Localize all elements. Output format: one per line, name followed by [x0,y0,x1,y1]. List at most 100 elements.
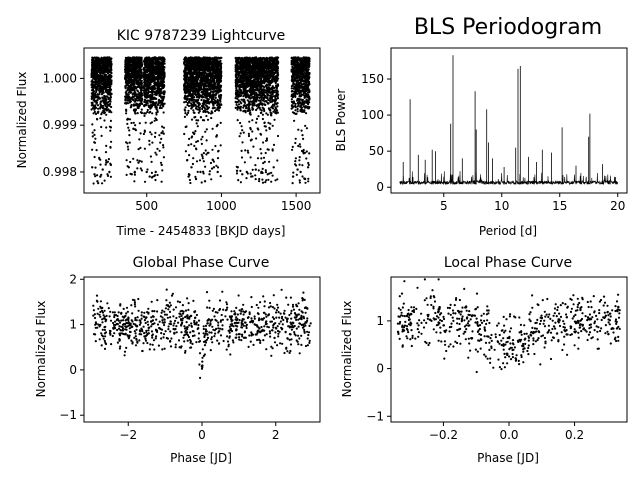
lightcurve-point [157,84,160,87]
lightcurve-point [133,79,136,82]
lightcurve-point [110,111,113,114]
lightcurve-point [151,63,154,67]
lightcurve-point [109,100,112,103]
lightcurve-point [129,67,132,70]
lightcurve-point [205,90,208,93]
lightcurve-point [152,71,155,74]
lightcurve-point [137,73,141,76]
lightcurve-point [219,121,222,124]
lightcurve-point [137,93,140,96]
lightcurve-point [215,92,218,95]
lightcurve-point [184,71,187,74]
lightcurve-point [207,75,210,78]
lightcurve-point [199,116,202,119]
lightcurve-point [217,74,220,77]
lightcurve-point [138,122,141,125]
lightcurve-point [199,79,202,82]
lightcurve-point [148,70,152,73]
lightcurve-point [109,87,112,90]
lightcurve-point [92,77,95,80]
lightcurve-point [106,72,110,75]
lightcurve-point [183,91,186,94]
lightcurve-point [184,150,187,153]
lightcurve-point [188,137,191,140]
lightcurve-point [91,64,94,67]
lightcurve-point [208,92,211,95]
lightcurve-point [204,68,207,71]
lightcurve-point [97,69,100,72]
lightcurve-point [144,57,147,60]
lightcurve-point [126,74,129,77]
lightcurve-point [154,63,158,66]
lightcurve-point [99,87,103,90]
lightcurve-point [146,66,149,69]
lightcurve-point [159,161,163,164]
lightcurve-point [137,80,140,84]
lightcurve-point [191,86,194,89]
lightcurve-point [214,144,217,148]
lightcurve-point [190,74,193,77]
lightcurve-point [186,158,189,162]
lightcurve-point [148,139,151,142]
lightcurve-point [161,169,164,172]
lightcurve-point [210,62,213,65]
lightcurve-point [213,106,216,109]
lightcurve-point [139,59,143,62]
lightcurve-point [110,62,113,65]
lightcurve-point [203,70,206,73]
lightcurve-point [129,100,132,103]
lightcurve-point [148,72,152,75]
lightcurve-point [92,60,95,63]
lightcurve-point [94,175,97,178]
lightcurve-point [139,132,142,135]
lightcurve-point [198,68,201,72]
lightcurve-point [145,69,148,72]
lightcurve-point [92,112,95,115]
lightcurve-point [210,110,213,113]
lightcurve-point [93,141,96,144]
lightcurve-point [132,98,135,102]
lightcurve-point [185,88,188,91]
lightcurve-point [220,103,223,106]
lightcurve-point [214,62,217,65]
lightcurve-point [184,64,187,67]
lightcurve-panel: KIC 9787239 Lightcurve 500 1000 15000.9980… [15,28,321,238]
lightcurve-point [140,73,143,76]
lightcurve-point [207,151,210,154]
lightcurve-point [154,178,157,182]
lightcurve-point [131,69,135,72]
lightcurve-point [195,71,198,74]
lightcurve-point [215,164,218,167]
lightcurve-point [109,65,112,68]
lightcurve-point [220,94,223,97]
lightcurve-point [188,90,191,94]
lightcurve-point [124,61,127,64]
lightcurve-point [183,115,186,118]
lightcurve-point [245,107,248,110]
lightcurve-point [109,81,112,85]
lightcurve-point [204,165,207,168]
lightcurve-point [105,109,108,112]
lightcurve-point [154,56,157,59]
lightcurve-point [131,83,134,86]
lightcurve-point [97,58,101,62]
lightcurve-point [206,118,210,121]
lightcurve-point [195,160,199,163]
lightcurve-point [94,80,97,84]
lightcurve-point [105,144,108,147]
lightcurve-point [93,110,96,114]
lightcurve-point [200,85,203,88]
lightcurve-point [210,178,213,181]
lightcurve-point [163,57,166,60]
lightcurve-point [151,76,154,79]
lightcurve-point [190,102,193,105]
lightcurve-point [105,88,108,91]
lightcurve-point [136,85,139,89]
lightcurve-point [215,108,218,111]
lightcurve-point [187,144,190,147]
lightcurve-point [140,82,143,85]
lightcurve-point [213,59,216,62]
lightcurve-point [135,96,139,100]
lightcurve-point [162,111,165,114]
lightcurve-point [126,122,129,125]
